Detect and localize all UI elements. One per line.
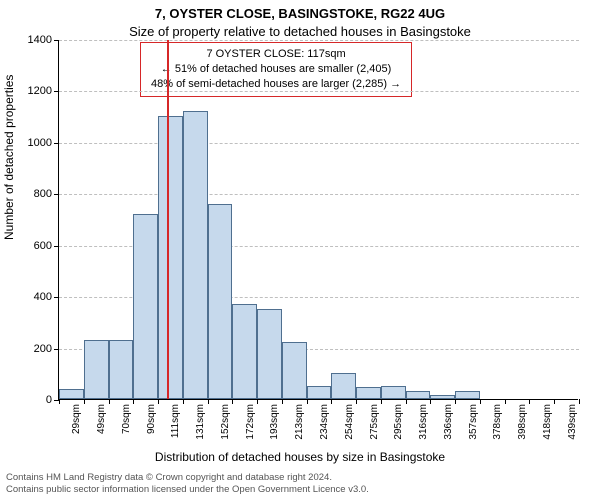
footer-attribution: Contains HM Land Registry data © Crown c… <box>6 472 369 496</box>
chart-title-line1: 7, OYSTER CLOSE, BASINGSTOKE, RG22 4UG <box>0 6 600 21</box>
xtick-label: 234sqm <box>319 404 330 454</box>
histogram-bar <box>307 386 332 399</box>
xtick-label: 378sqm <box>492 404 503 454</box>
histogram-bar <box>356 387 381 399</box>
xtick-mark <box>406 399 407 404</box>
xtick-mark <box>455 399 456 404</box>
xtick-label: 172sqm <box>245 404 256 454</box>
xtick-label: 398sqm <box>517 404 528 454</box>
xtick-mark <box>109 399 110 404</box>
ytick-mark <box>54 40 59 41</box>
xtick-mark <box>158 399 159 404</box>
footer-line-2: Contains public sector information licen… <box>6 484 369 496</box>
histogram-bar <box>109 340 134 399</box>
gridline <box>59 91 579 92</box>
xtick-label: 49sqm <box>96 404 107 454</box>
histogram-bar <box>183 111 208 399</box>
histogram-bar <box>59 389 84 399</box>
ytick-mark <box>54 246 59 247</box>
ytick-label: 400 <box>2 291 52 303</box>
histogram-bar <box>208 204 233 399</box>
xtick-mark <box>430 399 431 404</box>
reference-line <box>167 40 169 399</box>
xtick-label: 275sqm <box>369 404 380 454</box>
ytick-label: 1000 <box>2 137 52 149</box>
xtick-label: 131sqm <box>195 404 206 454</box>
xtick-mark <box>59 399 60 404</box>
ytick-mark <box>54 349 59 350</box>
xtick-label: 213sqm <box>294 404 305 454</box>
y-axis-label: Number of detached properties <box>2 75 16 240</box>
xtick-label: 316sqm <box>418 404 429 454</box>
histogram-bar <box>455 391 480 399</box>
xtick-mark <box>331 399 332 404</box>
xtick-label: 29sqm <box>71 404 82 454</box>
chart-title-line2: Size of property relative to detached ho… <box>0 24 600 39</box>
gridline <box>59 40 579 41</box>
gridline <box>59 143 579 144</box>
histogram-bar <box>257 309 282 399</box>
histogram-bar <box>232 304 257 399</box>
ytick-mark <box>54 297 59 298</box>
xtick-mark <box>307 399 308 404</box>
xtick-label: 357sqm <box>468 404 479 454</box>
xtick-mark <box>480 399 481 404</box>
xtick-mark <box>282 399 283 404</box>
xtick-label: 418sqm <box>542 404 553 454</box>
histogram-bar <box>381 386 406 399</box>
xtick-label: 111sqm <box>170 404 181 454</box>
footer-line-1: Contains HM Land Registry data © Crown c… <box>6 472 369 484</box>
xtick-mark <box>84 399 85 404</box>
ytick-mark <box>54 194 59 195</box>
histogram-bar <box>406 391 431 399</box>
ytick-label: 1400 <box>2 34 52 46</box>
xtick-mark <box>356 399 357 404</box>
ytick-label: 800 <box>2 188 52 200</box>
xtick-label: 70sqm <box>121 404 132 454</box>
xtick-label: 90sqm <box>146 404 157 454</box>
xtick-mark <box>529 399 530 404</box>
ytick-mark <box>54 143 59 144</box>
gridline <box>59 194 579 195</box>
xtick-mark <box>208 399 209 404</box>
xtick-mark <box>505 399 506 404</box>
xtick-mark <box>381 399 382 404</box>
histogram-bar <box>282 342 307 399</box>
histogram-bar <box>84 340 109 399</box>
chart-container: 7, OYSTER CLOSE, BASINGSTOKE, RG22 4UG S… <box>0 0 600 500</box>
histogram-bar <box>331 373 356 399</box>
histogram-bar <box>158 116 183 399</box>
xtick-mark <box>554 399 555 404</box>
ytick-label: 0 <box>2 394 52 406</box>
ytick-label: 200 <box>2 343 52 355</box>
ytick-mark <box>54 91 59 92</box>
xtick-mark <box>133 399 134 404</box>
xtick-label: 254sqm <box>344 404 355 454</box>
xtick-mark <box>257 399 258 404</box>
histogram-bar <box>430 395 455 399</box>
xtick-mark <box>579 399 580 404</box>
xtick-label: 336sqm <box>443 404 454 454</box>
x-axis-label: Distribution of detached houses by size … <box>0 450 600 464</box>
xtick-label: 152sqm <box>220 404 231 454</box>
xtick-label: 295sqm <box>393 404 404 454</box>
xtick-label: 193sqm <box>269 404 280 454</box>
ytick-label: 600 <box>2 240 52 252</box>
xtick-mark <box>183 399 184 404</box>
xtick-label: 439sqm <box>567 404 578 454</box>
histogram-bar <box>133 214 158 399</box>
plot-area: 020040060080010001200140029sqm49sqm70sqm… <box>58 40 578 400</box>
xtick-mark <box>232 399 233 404</box>
ytick-label: 1200 <box>2 85 52 97</box>
